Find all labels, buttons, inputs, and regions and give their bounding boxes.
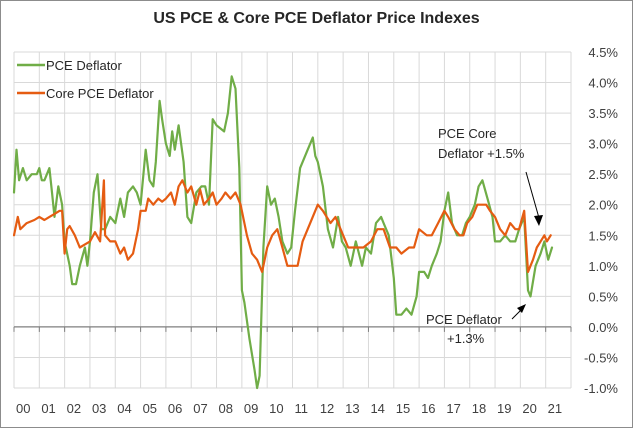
annotation-core-line2: Deflator +1.5%: [438, 146, 525, 161]
annotation-core-arrow: [525, 171, 540, 219]
y-tick-label: 1.0%: [588, 259, 618, 274]
x-tick-label: 21: [548, 401, 562, 416]
x-tick-label: 07: [193, 401, 207, 416]
x-axis-labels: 00 01 02 03 04 05 06 07 08 09 10 11 12 13 14 15 16 17 18 19…: [16, 401, 562, 416]
y-tick-label: 0.0%: [588, 320, 618, 335]
series-line-core-pce-deflator: [12, 179, 552, 273]
y-tick-label: -1.0%: [584, 381, 618, 396]
y-tick-label: 3.5%: [588, 106, 618, 121]
x-tick-label: 06: [168, 401, 182, 416]
zero-axis: [13, 326, 572, 332]
x-tick-label: 15: [396, 401, 410, 416]
x-tick-label: 04: [117, 401, 131, 416]
y-tick-label: 4.0%: [588, 76, 618, 91]
legend-label-core: Core PCE Deflator: [46, 86, 154, 101]
legend: PCE Deflator Core PCE Deflator: [17, 58, 154, 101]
y-tick-label: 2.5%: [588, 167, 618, 182]
x-tick-label: 09: [244, 401, 258, 416]
y-tick-label: 3.0%: [588, 137, 618, 152]
x-tick-label: 00: [16, 401, 30, 416]
y-tick-label: -0.5%: [584, 350, 618, 365]
x-tick-label: 20: [522, 401, 536, 416]
x-tick-label: 19: [497, 401, 511, 416]
x-tick-label: 01: [41, 401, 55, 416]
x-tick-label: 18: [472, 401, 486, 416]
x-tick-label: 16: [421, 401, 435, 416]
y-tick-label: 1.5%: [588, 228, 618, 243]
annotations: PCE Core Deflator +1.5% PCE Deflator +1.…: [426, 126, 543, 346]
annotation-core-arrowhead: [534, 215, 543, 226]
y-axis-labels: 4.5% 4.0% 3.5% 3.0% 2.5% 2.0% 1.5% 1.0% 0.5% 0.0%…: [584, 45, 618, 396]
annotation-pce-line1: PCE Deflator: [426, 312, 503, 327]
x-tick-label: 12: [320, 401, 334, 416]
x-tick-label: 17: [446, 401, 460, 416]
gridlines: [13, 51, 572, 389]
x-tick-label: 14: [370, 401, 384, 416]
y-tick-label: 0.5%: [588, 289, 618, 304]
y-tick-label: 4.5%: [588, 45, 618, 60]
chart-title: US PCE & Core PCE Deflator Price Indexes: [153, 10, 480, 27]
annotation-pce-line2: +1.3%: [447, 331, 485, 346]
annotation-pce-arrowhead: [517, 304, 526, 313]
x-tick-label: 08: [219, 401, 233, 416]
x-tick-label: 02: [67, 401, 81, 416]
x-tick-label: 03: [92, 401, 106, 416]
x-tick-label: 13: [345, 401, 359, 416]
legend-label-pce: PCE Deflator: [46, 58, 123, 73]
x-tick-label: 05: [143, 401, 157, 416]
x-tick-label: 10: [269, 401, 283, 416]
y-tick-label: 2.0%: [588, 198, 618, 213]
annotation-core-line1: PCE Core: [438, 126, 497, 141]
series-lines: [12, 75, 554, 390]
x-tick-label: 11: [295, 401, 309, 416]
